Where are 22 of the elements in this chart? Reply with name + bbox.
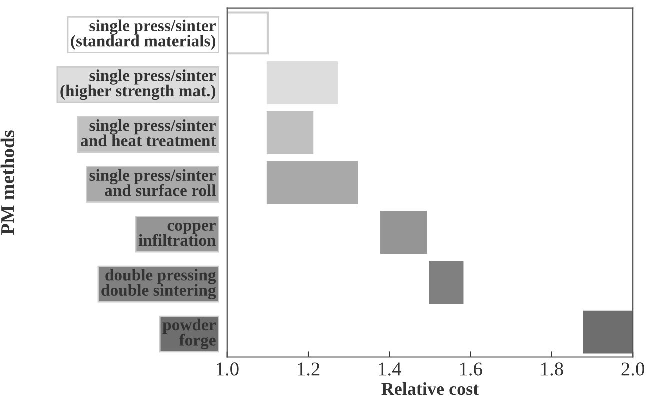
bar [266,161,358,204]
bar [583,310,634,354]
x-tick-label: 1.8 [542,362,564,376]
x-axis-title: Relative cost [382,382,480,396]
x-tick-label: 1.0 [216,362,239,376]
bar [227,12,270,55]
bar [380,211,428,254]
bar [429,260,464,304]
x-tick-label: 1.2 [298,362,320,376]
x-tick-label: 2.0 [622,362,644,376]
y-tick-label: powder forge [162,318,216,350]
x-tick-label: 1.6 [460,362,482,376]
y-tick-label: single press/sinter and surface roll [90,169,216,196]
y-tick-label: single press/sinter (standard materials) [71,20,216,50]
y-tick-label: single press/sinter (higher strength mat.) [60,70,216,100]
bar [266,111,314,154]
y-tick-label: copper infiltration [138,222,216,246]
x-tick-label: 1.4 [379,362,402,376]
y-tick-label: single press/sinter and heat treatment [81,119,216,146]
y-tick-label: double pressing double sintering [102,269,216,300]
bar [266,62,338,105]
y-axis-title: PM methods [0,130,15,236]
